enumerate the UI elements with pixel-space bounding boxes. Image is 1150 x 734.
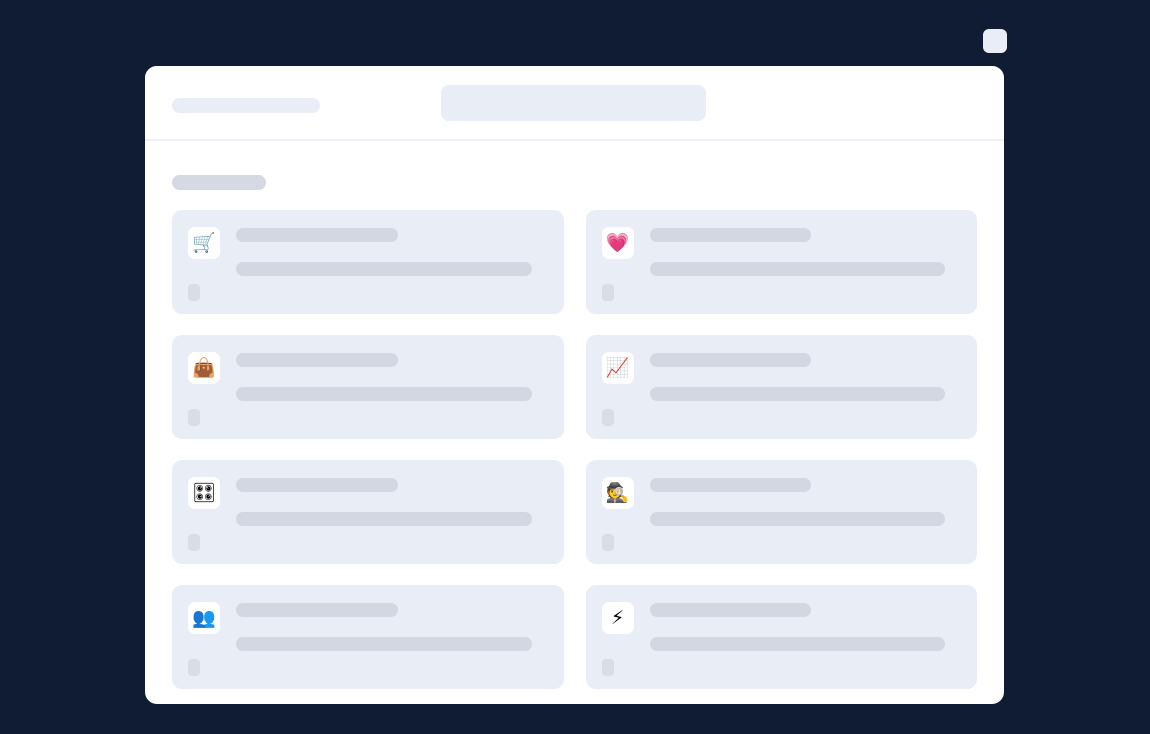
search-input-skeleton[interactable] (441, 85, 706, 121)
modal-header (145, 66, 1004, 141)
card-content-row: 💗 (601, 224, 962, 276)
card-content-row: ⚡ (601, 599, 962, 651)
card-badge-skeleton (188, 409, 200, 426)
card-content-row: 👥 (188, 599, 548, 651)
high-voltage-icon: ⚡ (601, 602, 634, 634)
shopping-bags-icon: 👜 (188, 352, 220, 384)
list-item[interactable]: 🕵 (585, 460, 977, 564)
card-description-skeleton (649, 512, 946, 526)
card-description-skeleton (649, 637, 946, 651)
card-content-row: 👜 (188, 349, 548, 401)
card-description-skeleton (236, 262, 532, 276)
person-search-icon: 🕵 (601, 477, 634, 509)
growing-heart-icon: 💗 (601, 227, 634, 259)
card-badge-skeleton (601, 659, 614, 676)
card-title-skeleton (236, 228, 398, 242)
card-title-skeleton (649, 228, 812, 242)
list-item[interactable]: 🎛 (172, 460, 564, 564)
busts-in-silhouette-icon: 👥 (188, 602, 220, 634)
shopping-cart-icon: 🛒 (188, 227, 220, 259)
card-content-row: 🎛 (188, 474, 548, 526)
card-title-skeleton (236, 478, 398, 492)
card-content-row: 📈 (601, 349, 962, 401)
card-title-skeleton (236, 603, 398, 617)
card-badge-skeleton (188, 534, 200, 551)
page-title-skeleton (172, 98, 320, 113)
list-item[interactable]: 🛒 (172, 210, 564, 314)
card-badge-skeleton (601, 409, 614, 426)
card-badge-skeleton (188, 659, 200, 676)
control-knobs-icon: 🎛 (188, 477, 220, 509)
list-item[interactable]: 👥 (172, 585, 564, 689)
close-placeholder-chip[interactable] (983, 29, 1007, 53)
card-text-skeletons (236, 474, 548, 526)
list-item[interactable]: ⚡ (585, 585, 977, 689)
list-item[interactable]: 💗 (585, 210, 977, 314)
card-title-skeleton (236, 353, 398, 367)
card-badge-skeleton (601, 284, 614, 301)
card-title-skeleton (649, 603, 812, 617)
card-text-skeletons (236, 224, 548, 276)
modal-body: 🛒 💗 (145, 141, 1004, 704)
card-description-skeleton (649, 387, 946, 401)
card-text-skeletons (649, 474, 962, 526)
card-title-skeleton (649, 478, 812, 492)
list-item[interactable]: 👜 (172, 335, 564, 439)
card-text-skeletons (236, 599, 548, 651)
card-text-skeletons (649, 599, 962, 651)
card-text-skeletons (649, 224, 962, 276)
card-title-skeleton (649, 353, 812, 367)
card-text-skeletons (649, 349, 962, 401)
chart-increasing-icon: 📈 (601, 352, 634, 384)
card-content-row: 🛒 (188, 224, 548, 276)
category-card-grid: 🛒 💗 (172, 210, 977, 689)
card-description-skeleton (236, 387, 532, 401)
card-content-row: 🕵 (601, 474, 962, 526)
loading-modal-dialog: 🛒 💗 (145, 66, 1004, 704)
section-heading-skeleton (172, 175, 266, 190)
card-description-skeleton (236, 637, 532, 651)
card-text-skeletons (236, 349, 548, 401)
card-description-skeleton (236, 512, 532, 526)
card-description-skeleton (649, 262, 946, 276)
card-badge-skeleton (601, 534, 614, 551)
list-item[interactable]: 📈 (585, 335, 977, 439)
card-badge-skeleton (188, 284, 200, 301)
